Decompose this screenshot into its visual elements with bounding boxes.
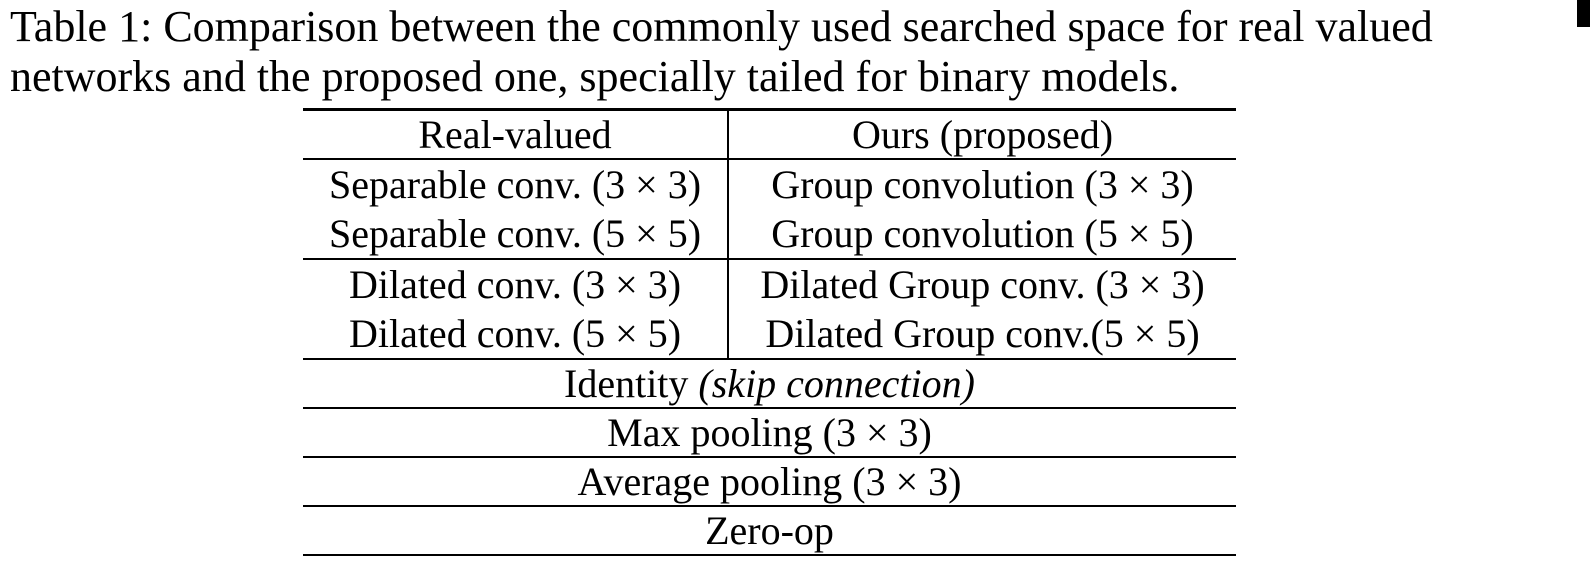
table-row-average-pooling: Average pooling (3 × 3) (303, 457, 1236, 507)
op-cell: Group convolution (3 × 3) (771, 162, 1194, 207)
table-row-max-pooling: Max pooling (3 × 3) (303, 408, 1236, 458)
op-label: Max pooling (3 × 3) (607, 410, 932, 455)
overfull-hbox-marker (1577, 0, 1590, 27)
op-cell: Group convolution (5 × 5) (728, 209, 1236, 260)
op-cell: Separable conv. (5 × 5) (303, 209, 729, 260)
op-label-italic: (skip connection) (698, 361, 975, 406)
op-cell: Separable conv. (3 × 3) (303, 159, 729, 209)
op-cell: Dilated Group conv. (3 × 3) (760, 262, 1205, 307)
op-label: Average pooling (3 × 3) (577, 459, 962, 504)
op-label: Identity (564, 361, 699, 406)
table-row: Dilated conv. (3 × 3) Dilated Group conv… (303, 259, 1236, 309)
op-cell-spanning: Average pooling (3 × 3) (303, 457, 1236, 507)
caption-line-1: Table 1: Comparison between the commonly… (10, 2, 1433, 51)
op-cell: Dilated conv. (5 × 5) (303, 309, 729, 360)
table-caption: Table 1: Comparison between the commonly… (10, 2, 1433, 102)
table-row-zero-op: Zero-op (303, 506, 1236, 556)
table-row-identity: Identity (skip connection) (303, 359, 1236, 409)
op-cell-spanning: Identity (skip connection) (303, 359, 1236, 409)
op-cell-spanning: Zero-op (303, 506, 1236, 556)
search-space-table: Real-valued Ours (proposed) Separable co… (303, 108, 1236, 556)
caption-line-2: networks and the proposed one, specially… (10, 52, 1180, 101)
table-row: Separable conv. (5 × 5) Group convolutio… (303, 209, 1236, 260)
op-cell: Dilated Group conv.(5 × 5) (728, 309, 1236, 360)
table-row: Dilated conv. (5 × 5) Dilated Group conv… (303, 309, 1236, 360)
op-cell-spanning: Max pooling (3 × 3) (303, 408, 1236, 458)
table-row: Separable conv. (3 × 3) Group convolutio… (303, 159, 1236, 209)
op-label: Zero-op (705, 508, 834, 553)
header-cell-real-valued: Real-valued (303, 108, 729, 160)
op-cell: Dilated conv. (3 × 3) (303, 259, 729, 309)
header-cell-ours-proposed: Ours (proposed) (728, 108, 1236, 160)
table-header-row: Real-valued Ours (proposed) (303, 108, 1236, 160)
